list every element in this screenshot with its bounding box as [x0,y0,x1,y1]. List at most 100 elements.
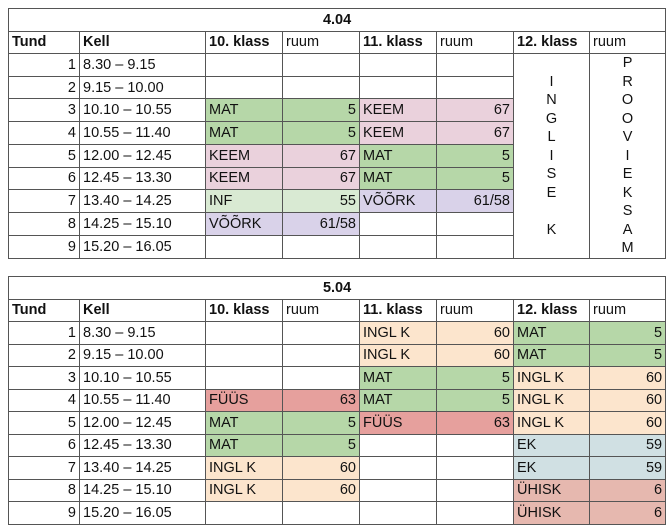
class12-room: 6 [588,478,667,502]
class12-subject: ÜHISK [513,478,590,502]
class11-room [436,456,514,480]
column-header: 10. klass [205,298,283,322]
vertical-letter: P [622,55,633,71]
table-row: 5 12.00 – 12.45 KEEM 67 MAT 5 [8,143,666,168]
class11-subject [359,456,437,480]
vertical-letter: R [622,73,633,90]
column-header: Kell [79,298,206,322]
class10-room: 67 [282,143,360,168]
class10-room: 5 [282,98,360,123]
class11-room: 5 [436,166,514,191]
vertical-letter: E [622,166,633,182]
column-header: ruum [588,30,667,54]
class12-room: 60 [588,388,667,412]
table-row: 6 12.45 – 13.30 KEEM 67 MAT 5 [8,166,666,191]
class12-room: 60 [588,366,667,390]
table-row: 3 10.10 – 10.55 MAT 5 KEEM 67 [8,98,666,123]
class10-subject: INGL K [205,456,283,480]
vertical-letter: V [622,129,633,145]
vertical-letter: I [549,147,554,164]
class11-subject [359,478,437,502]
class10-subject [205,75,283,100]
table-row: 9 15.20 – 16.05 [8,234,666,259]
column-header: Tund [8,30,80,54]
class11-subject: FÜÜS [359,411,437,435]
lesson-time: 10.55 – 11.40 [79,388,206,412]
lesson-number: 5 [8,411,80,435]
lesson-time: 10.10 – 10.55 [79,366,206,390]
class10-room: 60 [282,478,360,502]
lesson-number: 1 [8,321,80,345]
lesson-number: 1 [8,53,80,77]
class11-room [436,75,514,100]
class11-room [436,501,514,525]
class10-room [282,501,360,525]
lesson-number: 8 [8,478,80,502]
column-header: ruum [436,298,514,322]
class10-room [282,75,360,100]
class10-room [282,366,360,390]
vertical-letter: S [546,166,557,182]
class10-room [282,234,360,259]
class12-subject: MAT [513,321,590,345]
day-title: 4.04 [7,8,667,32]
class12-room: 59 [588,433,667,457]
class10-subject [205,321,283,345]
lesson-time: 15.20 – 16.05 [79,234,206,259]
table-row: 9 15.20 – 16.05 ÜHISK 6 [8,501,667,525]
vertical-letter: I [549,73,554,90]
lesson-time: 8.30 – 9.15 [79,321,206,345]
lesson-time: 14.25 – 15.10 [79,478,206,502]
table-row: 2 9.15 – 10.00 INGL K 60 MAT 5 [8,343,667,367]
lesson-time: 9.15 – 10.00 [79,75,206,100]
class10-subject: INGL K [205,478,283,502]
class10-subject: MAT [205,433,283,457]
lesson-number: 9 [8,501,80,525]
vertical-letter: I [625,147,630,164]
vertical-letter: A [622,221,633,238]
class11-subject [359,75,437,100]
class12-subject: MAT [513,343,590,367]
class10-room [282,343,360,367]
class12-room: 6 [588,501,667,525]
lesson-number: 5 [8,143,80,168]
column-header: ruum [282,298,360,322]
class11-subject [359,53,437,77]
class12-room: 5 [588,343,667,367]
column-header: 12. klass [513,30,590,54]
table-row: 1 8.30 – 9.15 INGL K 60 MAT 5 [8,321,667,345]
class11-room: 61/58 [436,189,514,214]
class11-subject [359,501,437,525]
class10-subject: INF [205,189,283,214]
vertical-letter: K [546,221,557,238]
class11-room: 67 [436,121,514,145]
class11-subject: VÕÕRK [359,189,437,214]
class11-room [436,478,514,502]
vertical-letter: S [622,203,633,219]
lesson-number: 9 [8,234,80,259]
class10-subject: MAT [205,121,283,145]
class11-room [436,53,514,77]
class11-subject: INGL K [359,343,437,367]
table-row: 8 14.25 – 15.10 INGL K 60 ÜHISK 6 [8,478,667,502]
lesson-time: 13.40 – 14.25 [79,456,206,480]
class10-subject: MAT [205,98,283,123]
table-row: 8 14.25 – 15.10 VÕÕRK 61/58 [8,212,666,236]
vertical-letter: M [621,240,634,256]
column-header: 12. klass [513,298,590,322]
class12-subject: EK [513,433,590,457]
class10-room: 55 [282,189,360,214]
column-header: ruum [436,30,514,54]
table-row: 5 12.00 – 12.45 MAT 5 FÜÜS 63 INGL K 60 [8,411,667,435]
class10-subject: KEEM [205,166,283,191]
lesson-time: 12.00 – 12.45 [79,143,206,168]
class11-subject [359,212,437,236]
lesson-time: 12.00 – 12.45 [79,411,206,435]
class11-subject: MAT [359,143,437,168]
table-row: 3 10.10 – 10.55 MAT 5 INGL K 60 [8,366,667,390]
lesson-time: 13.40 – 14.25 [79,189,206,214]
class11-room [436,234,514,259]
